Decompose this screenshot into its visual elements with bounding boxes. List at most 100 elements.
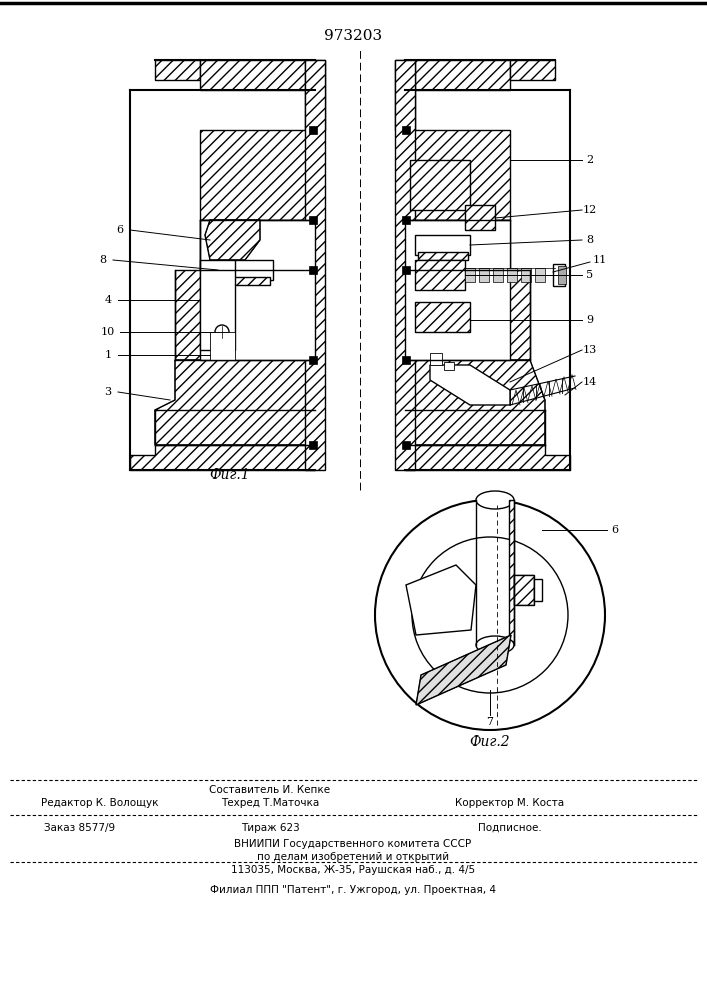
Bar bbox=[514, 575, 534, 605]
Polygon shape bbox=[175, 220, 315, 360]
Bar bbox=[305, 60, 325, 130]
Polygon shape bbox=[405, 445, 570, 470]
Text: по делам изобретений и открытий: по делам изобретений и открытий bbox=[257, 852, 449, 862]
Bar bbox=[218, 260, 273, 280]
Polygon shape bbox=[155, 60, 200, 80]
Bar bbox=[222, 277, 270, 285]
Text: 973203: 973203 bbox=[324, 29, 382, 43]
Bar bbox=[410, 160, 470, 210]
Bar bbox=[415, 235, 470, 255]
Polygon shape bbox=[130, 445, 315, 470]
Bar bbox=[309, 126, 317, 134]
Bar bbox=[479, 268, 489, 282]
Text: 5: 5 bbox=[586, 270, 594, 280]
Text: Редактор К. Волощук: Редактор К. Волощук bbox=[41, 798, 159, 808]
Bar bbox=[309, 441, 317, 449]
Polygon shape bbox=[405, 60, 510, 90]
Bar bbox=[305, 60, 325, 470]
Text: 13: 13 bbox=[583, 345, 597, 355]
Text: 4: 4 bbox=[105, 295, 112, 305]
Bar bbox=[465, 205, 495, 230]
Text: 12: 12 bbox=[583, 205, 597, 215]
Text: 3: 3 bbox=[105, 387, 112, 397]
Bar bbox=[305, 60, 325, 130]
Polygon shape bbox=[155, 360, 315, 445]
Bar bbox=[309, 356, 317, 364]
Bar bbox=[309, 266, 317, 274]
Bar bbox=[210, 332, 235, 360]
Text: 1: 1 bbox=[105, 350, 112, 360]
Bar bbox=[395, 60, 415, 130]
Polygon shape bbox=[200, 220, 315, 360]
Bar bbox=[535, 268, 545, 282]
Text: 2: 2 bbox=[586, 155, 594, 165]
Bar bbox=[521, 268, 531, 282]
Circle shape bbox=[215, 325, 229, 339]
Text: 14: 14 bbox=[583, 377, 597, 387]
Text: 9: 9 bbox=[586, 315, 594, 325]
Text: 8: 8 bbox=[100, 255, 107, 265]
Bar bbox=[465, 268, 475, 282]
Bar bbox=[493, 268, 503, 282]
Bar bbox=[558, 266, 566, 284]
Text: 7: 7 bbox=[486, 717, 493, 727]
Text: Фиг.1: Фиг.1 bbox=[210, 468, 250, 482]
Text: Подписное.: Подписное. bbox=[478, 823, 542, 833]
Bar bbox=[415, 260, 465, 290]
Bar bbox=[395, 60, 415, 130]
Ellipse shape bbox=[476, 491, 514, 509]
Text: ВНИИПИ Государственного комитета СССР: ВНИИПИ Государственного комитета СССР bbox=[235, 839, 472, 849]
Text: Фиг.2: Фиг.2 bbox=[469, 735, 510, 749]
Bar bbox=[553, 264, 565, 286]
Bar bbox=[465, 205, 495, 230]
Bar bbox=[418, 252, 468, 260]
Bar bbox=[305, 60, 325, 470]
Text: Филиал ППП "Патент", г. Ужгород, ул. Проектная, 4: Филиал ППП "Патент", г. Ужгород, ул. Про… bbox=[210, 885, 496, 895]
Bar bbox=[507, 268, 517, 282]
Bar bbox=[514, 575, 534, 605]
Bar bbox=[415, 260, 465, 290]
Ellipse shape bbox=[476, 636, 514, 654]
Text: 113035, Москва, Ж-35, Раушская наб., д. 4/5: 113035, Москва, Ж-35, Раушская наб., д. … bbox=[231, 865, 475, 875]
Bar bbox=[200, 260, 235, 350]
Bar bbox=[395, 60, 415, 470]
Text: Корректор М. Коста: Корректор М. Коста bbox=[455, 798, 565, 808]
Polygon shape bbox=[510, 60, 555, 80]
Bar bbox=[430, 353, 442, 365]
Bar bbox=[415, 302, 470, 332]
Bar bbox=[402, 441, 410, 449]
Polygon shape bbox=[509, 500, 514, 645]
Polygon shape bbox=[405, 220, 530, 360]
Bar bbox=[222, 277, 270, 285]
Text: 10: 10 bbox=[101, 327, 115, 337]
Text: 6: 6 bbox=[612, 525, 619, 535]
Bar bbox=[309, 216, 317, 224]
Bar bbox=[402, 356, 410, 364]
Polygon shape bbox=[200, 130, 315, 220]
Bar bbox=[402, 126, 410, 134]
Bar bbox=[534, 579, 542, 601]
Bar bbox=[415, 302, 470, 332]
Text: 11: 11 bbox=[593, 255, 607, 265]
Bar bbox=[514, 575, 534, 605]
Text: Техред Т.Маточка: Техред Т.Маточка bbox=[221, 798, 319, 808]
Polygon shape bbox=[430, 365, 510, 405]
Text: Тираж 623: Тираж 623 bbox=[240, 823, 299, 833]
Polygon shape bbox=[406, 565, 476, 635]
Polygon shape bbox=[405, 360, 545, 445]
Bar bbox=[444, 362, 454, 370]
Text: Составитель И. Кепке: Составитель И. Кепке bbox=[209, 785, 331, 795]
Bar bbox=[410, 160, 470, 210]
Polygon shape bbox=[205, 220, 260, 260]
Bar bbox=[418, 252, 468, 260]
Text: 6: 6 bbox=[117, 225, 124, 235]
Polygon shape bbox=[200, 60, 315, 90]
Circle shape bbox=[375, 500, 605, 730]
Polygon shape bbox=[416, 635, 511, 705]
Polygon shape bbox=[405, 130, 510, 220]
Bar bbox=[395, 60, 415, 470]
Polygon shape bbox=[405, 220, 510, 360]
Text: 8: 8 bbox=[586, 235, 594, 245]
Text: Заказ 8577/9: Заказ 8577/9 bbox=[45, 823, 115, 833]
Bar bbox=[402, 266, 410, 274]
